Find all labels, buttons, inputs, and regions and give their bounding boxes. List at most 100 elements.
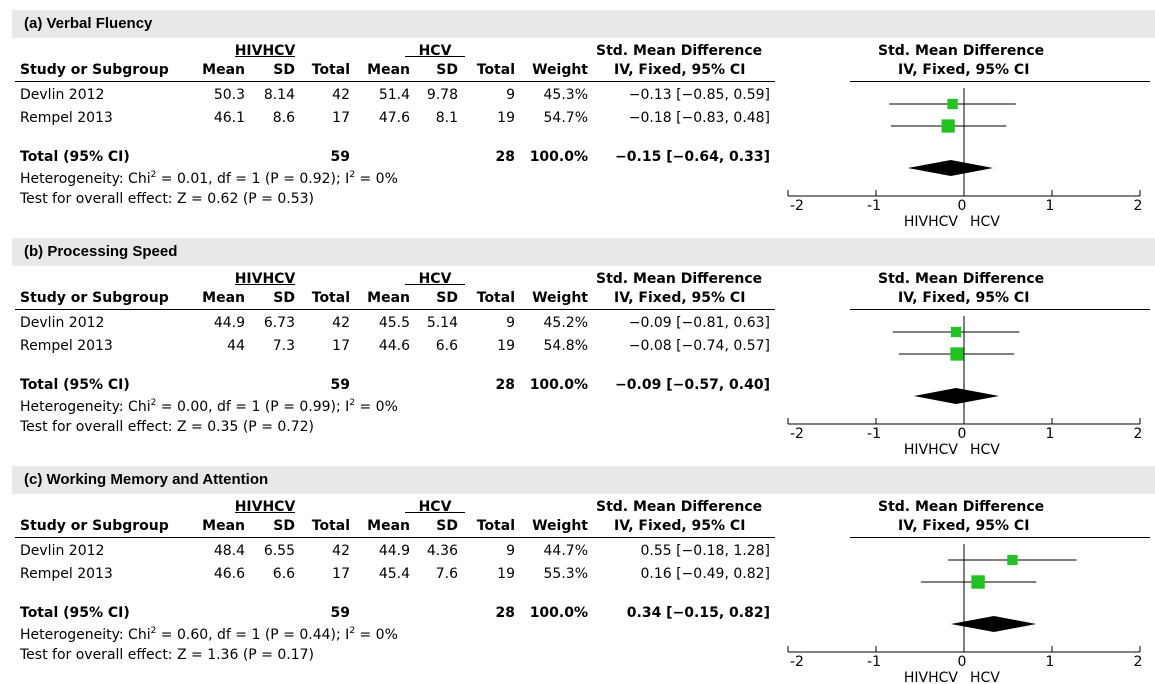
smd-title-header: Std. Mean Difference	[596, 271, 763, 287]
forest-smd-method-header: IV, Fixed, 95% CI	[898, 290, 1030, 306]
row2-total1: 17	[332, 566, 350, 582]
row1-weight: 45.2%	[543, 315, 588, 331]
smd-title-header: Std. Mean Difference	[596, 43, 763, 59]
row1-study: Devlin 2012	[20, 543, 105, 559]
row1-total1: 42	[332, 315, 350, 331]
total1-header: Total	[311, 290, 350, 306]
mean1-header: Mean	[202, 62, 245, 78]
heterogeneity-suffix: = 0%	[355, 627, 398, 643]
i-superscript: 2	[349, 170, 356, 180]
overall-effect-text: Test for overall effect: Z = 0.35 (P = 0…	[20, 419, 314, 435]
forest-smd-title-header: Std. Mean Difference	[878, 43, 1045, 59]
row1-mean1: 48.4	[213, 543, 245, 559]
sd2-header: SD	[436, 518, 458, 534]
total-ci: −0.15 [−0.64, 0.33]	[615, 149, 770, 165]
row2-sd2: 6.6	[435, 338, 458, 354]
sd1-header: SD	[273, 62, 295, 78]
forest-panel-b: (b) Processing Speed HIVHCV HCV Std. Mea…	[0, 228, 1155, 456]
row1-total2: 9	[506, 87, 515, 103]
row2-total2: 19	[497, 110, 515, 126]
weight-header: Weight	[532, 62, 588, 78]
header-rule	[15, 537, 775, 538]
group1-rule	[235, 56, 295, 57]
x-tick-label: 0	[958, 198, 967, 214]
panel-title: (c) Working Memory and Attention	[12, 466, 1155, 494]
forest-panel-a: (a) Verbal Fluency HIVHCV HCV Std. Mean …	[0, 0, 1155, 228]
forest-header-rule	[850, 81, 1150, 82]
forest-plot: -2 -1 0 1 2 HIVHCV HCV	[787, 316, 1143, 456]
study-header: Study or Subgroup	[20, 290, 169, 306]
row2-ci: 0.16 [−0.49, 0.82]	[640, 566, 770, 582]
total-label: Total (95% CI)	[20, 377, 130, 393]
total-ci: −0.09 [−0.57, 0.40]	[615, 377, 770, 393]
effect-square-1	[947, 98, 958, 110]
total-weight: 100.0%	[529, 605, 588, 621]
total-weight: 100.0%	[529, 149, 588, 165]
total-label: Total (95% CI)	[20, 149, 130, 165]
group1-header: HIVHCV	[234, 271, 296, 287]
smd-method-header: IV, Fixed, 95% CI	[614, 290, 746, 306]
panel-title: (a) Verbal Fluency	[12, 10, 1155, 38]
i-superscript: 2	[349, 398, 356, 408]
row1-sd1: 8.14	[263, 87, 295, 103]
row2-total1: 17	[332, 338, 350, 354]
group2-rule	[405, 512, 465, 513]
row2-sd2: 7.6	[435, 566, 458, 582]
mean2-header: Mean	[367, 518, 410, 534]
row1-sd2: 5.14	[426, 315, 458, 331]
row1-sd1: 6.73	[263, 315, 295, 331]
effect-square-2	[941, 119, 955, 133]
heterogeneity-text: Heterogeneity: Chi 2 = 0.00, df = 1 (P = …	[20, 398, 398, 416]
sd2-header: SD	[436, 290, 458, 306]
row2-ci: −0.18 [−0.83, 0.48]	[628, 110, 770, 126]
x-tick-label: 2	[1134, 426, 1143, 442]
heterogeneity-mid: = 0.00, df = 1 (P = 0.99); I	[156, 399, 350, 415]
row2-mean2: 44.6	[378, 338, 410, 354]
row2-mean1: 46.6	[213, 566, 245, 582]
chi-superscript: 2	[150, 170, 157, 180]
forest-header-rule	[850, 309, 1150, 310]
favours-left-label: HIVHCV	[904, 214, 959, 228]
row2-mean2: 47.6	[378, 110, 410, 126]
panel-title: (b) Processing Speed	[12, 238, 1155, 266]
row2-study: Rempel 2013	[20, 110, 113, 126]
group2-rule	[405, 56, 465, 57]
x-tick-label: -2	[790, 654, 804, 670]
x-tick-label: -1	[867, 654, 881, 670]
row1-mean2: 44.9	[378, 543, 410, 559]
x-tick-label: 1	[1046, 198, 1055, 214]
x-tick-label: 2	[1134, 654, 1143, 670]
row2-total1: 17	[332, 110, 350, 126]
row2-sd1: 6.6	[272, 566, 295, 582]
smd-method-header: IV, Fixed, 95% CI	[614, 62, 746, 78]
row1-ci: −0.09 [−0.81, 0.63]	[628, 315, 770, 331]
total-n2: 28	[495, 377, 515, 393]
forest-smd-method-header: IV, Fixed, 95% CI	[898, 518, 1030, 534]
row1-sd1: 6.55	[263, 543, 295, 559]
row1-total1: 42	[332, 87, 350, 103]
row2-sd1: 8.6	[272, 110, 295, 126]
sd2-header: SD	[436, 62, 458, 78]
row2-study: Rempel 2013	[20, 338, 113, 354]
header-rule	[15, 81, 775, 82]
forest-smd-title-header: Std. Mean Difference	[878, 271, 1045, 287]
heterogeneity-prefix: Heterogeneity: Chi	[20, 171, 151, 187]
x-tick-label: -2	[790, 198, 804, 214]
x-tick-label: -1	[867, 426, 881, 442]
heterogeneity-prefix: Heterogeneity: Chi	[20, 399, 151, 415]
study-header: Study or Subgroup	[20, 518, 169, 534]
smd-method-header: IV, Fixed, 95% CI	[614, 518, 746, 534]
group1-rule	[235, 284, 295, 285]
mean2-header: Mean	[367, 62, 410, 78]
total-weight: 100.0%	[529, 377, 588, 393]
row1-sd2: 4.36	[426, 543, 458, 559]
x-tick-label: 0	[958, 654, 967, 670]
row2-mean2: 45.4	[378, 566, 410, 582]
total2-header: Total	[476, 518, 515, 534]
forest-smd-method-header: IV, Fixed, 95% CI	[898, 62, 1030, 78]
group2-header: HCV	[418, 499, 452, 515]
heterogeneity-text: Heterogeneity: Chi2 = 0.01, df = 1 (P = …	[20, 170, 398, 188]
row2-sd1: 7.3	[272, 338, 295, 354]
heterogeneity-mid: = 0.01, df = 1 (P = 0.92); I	[156, 171, 350, 187]
group2-header: HCV	[418, 271, 452, 287]
